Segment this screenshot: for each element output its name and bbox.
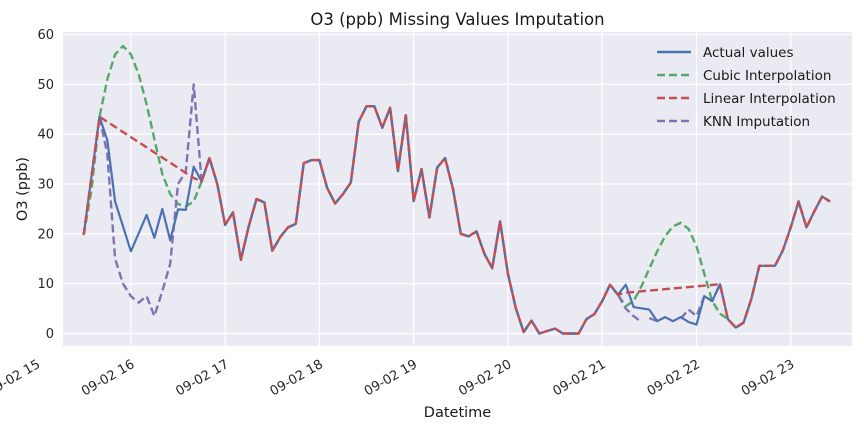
x-tick-label: 09-02 22 xyxy=(645,357,703,399)
grid-lines xyxy=(35,32,852,346)
y-tick-label: 60 xyxy=(37,28,54,43)
y-tick-label: 0 xyxy=(46,327,54,342)
series-lines xyxy=(82,44,831,335)
y-tick-label: 20 xyxy=(37,227,54,242)
x-tick-label: 09-02 15 xyxy=(0,357,43,399)
chart-title: O3 (ppb) Missing Values Imputation xyxy=(310,10,604,29)
x-tick-label: 09-02 16 xyxy=(79,357,137,399)
y-tick-label: 10 xyxy=(37,277,54,292)
x-tick-label: 09-02 19 xyxy=(362,357,420,399)
y-tick-label: 40 xyxy=(37,128,54,143)
x-axis-label: Datetime xyxy=(424,405,491,421)
legend-label-cubic-interpolation: Cubic Interpolation xyxy=(703,68,831,84)
x-tick-label: 09-02 18 xyxy=(268,357,326,399)
x-tick-labels: 09-02 15 09-02 16 09-02 17 09-02 18 09-02 19… xyxy=(0,357,797,399)
legend-label-linear-interpolation: Linear Interpolation xyxy=(703,91,836,107)
linear-interpolation-line xyxy=(82,105,831,335)
x-tick-label: 09-02 17 xyxy=(173,357,231,399)
y-tick-label: 50 xyxy=(37,78,54,93)
legend: Actual values Cubic Interpolation Linear I… xyxy=(657,45,836,130)
x-tick-label: 09-02 23 xyxy=(739,357,797,399)
x-tick-label: 09-02 20 xyxy=(456,357,514,399)
y-axis-label: O3 (ppb) xyxy=(15,157,31,221)
y-tick-label: 30 xyxy=(37,178,54,193)
legend-label-actual-values: Actual values xyxy=(703,45,794,61)
y-tick-labels: 0 10 20 30 40 50 60 xyxy=(37,28,54,342)
x-tick-label: 09-02 21 xyxy=(550,357,608,399)
legend-label-knn-imputation: KNN Imputation xyxy=(703,114,810,130)
